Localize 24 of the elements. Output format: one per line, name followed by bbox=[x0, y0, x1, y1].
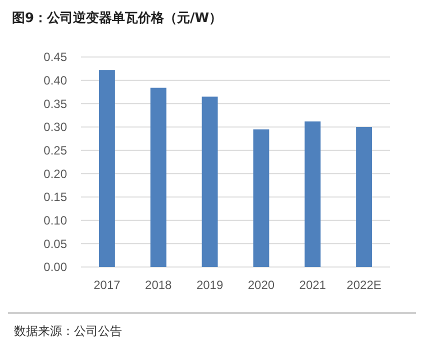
bar bbox=[356, 127, 372, 267]
y-tick-label: 0.45 bbox=[44, 50, 68, 64]
bar bbox=[304, 121, 321, 267]
x-tick-label: 2017 bbox=[94, 278, 121, 292]
bar bbox=[150, 88, 166, 267]
y-tick-label: 0.25 bbox=[44, 144, 68, 158]
chart-title: 图9：公司逆变器单瓦价格（元/W） bbox=[12, 10, 222, 26]
y-tick-label: 0.40 bbox=[44, 74, 68, 88]
x-tick-label: 2022E bbox=[346, 278, 382, 292]
x-tick-label: 2020 bbox=[248, 278, 275, 292]
y-tick-label: 0.35 bbox=[44, 96, 68, 111]
y-tick-label: 0.10 bbox=[44, 214, 68, 228]
y-tick-label: 0.00 bbox=[44, 260, 68, 274]
source-note: 数据来源：公司公告 bbox=[14, 324, 122, 338]
x-tick-label: 2019 bbox=[196, 278, 224, 292]
y-tick-label: 0.05 bbox=[44, 236, 68, 251]
y-tick-label: 0.30 bbox=[44, 120, 68, 134]
x-tick-label: 2018 bbox=[145, 278, 172, 292]
y-tick-label: 0.20 bbox=[44, 166, 68, 181]
bar bbox=[253, 129, 270, 267]
y-tick-label: 0.15 bbox=[44, 190, 68, 204]
x-tick-label: 2021 bbox=[299, 278, 326, 292]
bar bbox=[98, 70, 115, 267]
bar bbox=[202, 96, 218, 267]
